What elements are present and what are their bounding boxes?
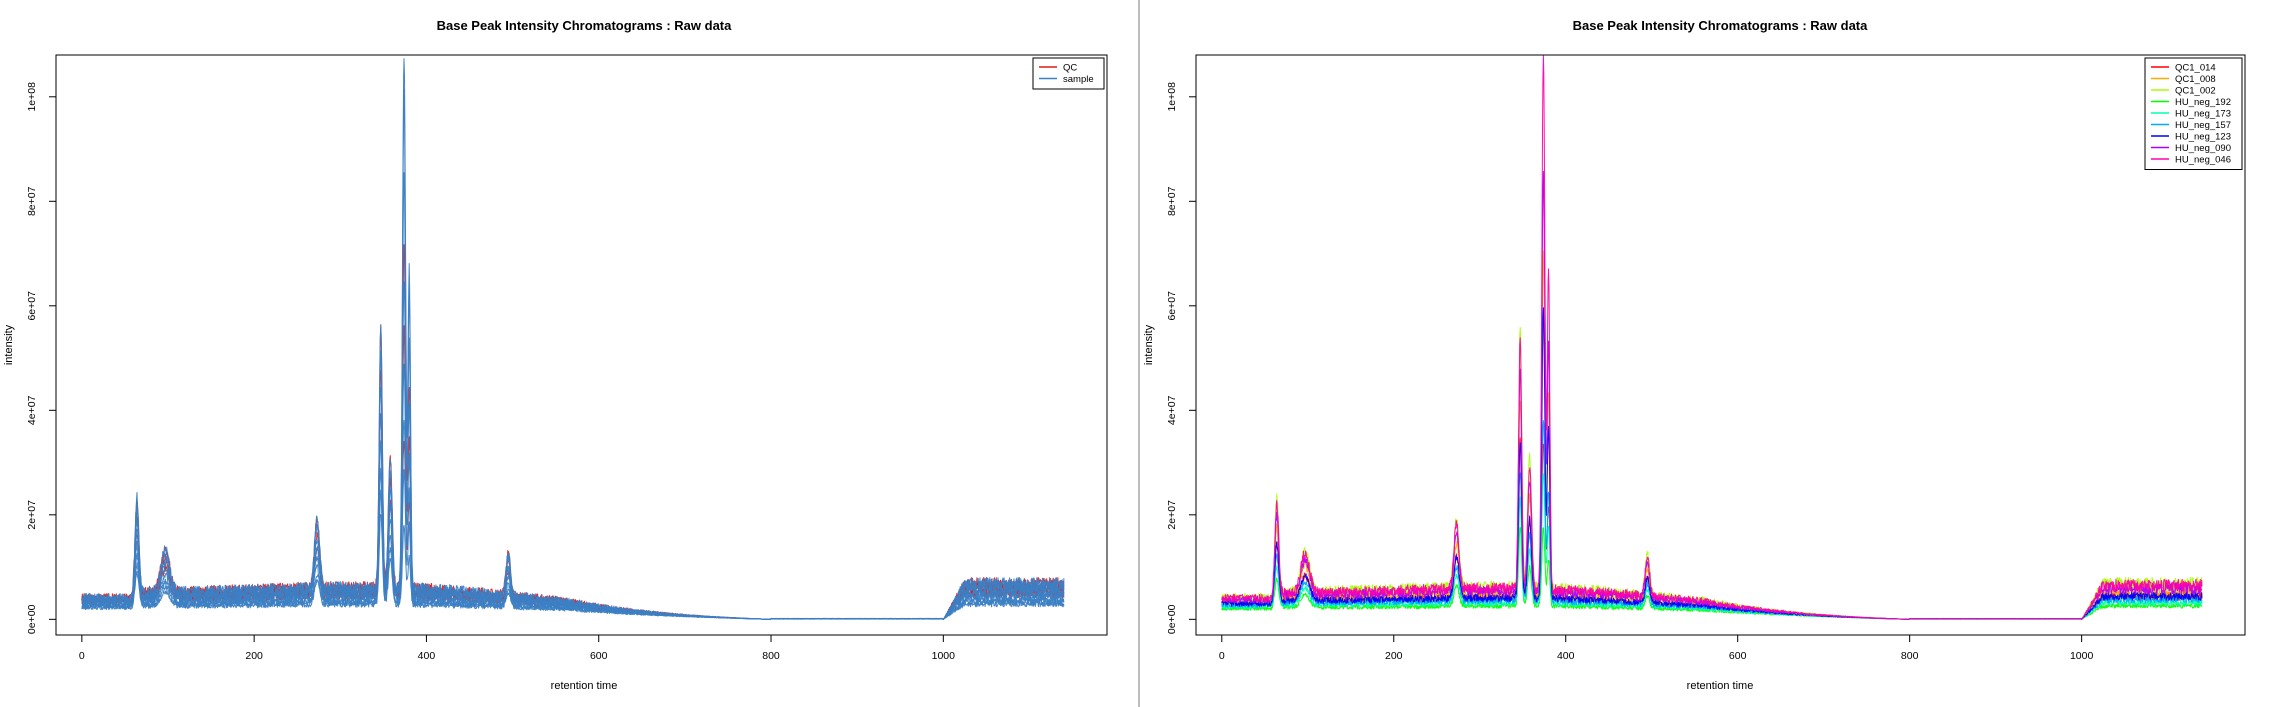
legend-label: HU_neg_157 (2175, 120, 2231, 131)
y-tick-label: 1e+08 (1166, 82, 1178, 112)
y-axis-label: intensity (3, 324, 15, 365)
trace-qc-2 (81, 325, 1065, 620)
y-tick-label: 2e+07 (1166, 500, 1178, 530)
trace-qc1-014-1 (1221, 437, 2203, 620)
trace-hu-neg-123-7 (1221, 307, 2203, 620)
plot-traces (1221, 55, 2203, 620)
x-tick-label: 1000 (2070, 650, 2094, 662)
trace-qc-1 (81, 244, 1065, 620)
trace-sample-5 (81, 88, 1065, 620)
trace-sample-7 (81, 281, 1065, 620)
trace-sample-11 (81, 514, 1065, 620)
x-tick-label: 400 (418, 650, 436, 662)
x-axis-label: retention time (1687, 680, 1754, 692)
legend-box (1032, 57, 1105, 90)
x-tick-label: 800 (762, 650, 780, 662)
y-tick-label: 1e+08 (26, 82, 38, 112)
y-tick-label: 4e+07 (1166, 395, 1178, 425)
chart-panel-2: Base Peak Intensity Chromatograms : Raw … (1143, 18, 2246, 692)
y-tick-label: 0e+00 (26, 604, 38, 634)
x-axis-label: retention time (551, 680, 618, 692)
x-tick-label: 200 (1385, 650, 1403, 662)
trace-sample-6 (81, 172, 1065, 620)
trace-sample-8 (81, 363, 1064, 620)
legend-label: QC1_014 (2175, 63, 2216, 74)
x-tick-label: 1000 (932, 650, 956, 662)
y-tick-label: 8e+07 (26, 186, 38, 216)
legend: QC1_014QC1_008QC1_002HU_neg_192HU_neg_17… (2144, 57, 2243, 170)
trace-sample-4 (81, 58, 1065, 620)
y-tick-label: 6e+07 (26, 291, 38, 321)
y-axis-label: intensity (1143, 324, 1155, 365)
legend-label: HU_neg_123 (2175, 132, 2231, 143)
y-tick-label: 8e+07 (1166, 186, 1178, 216)
y-tick-label: 0e+00 (1166, 604, 1178, 634)
legend-label: QC1_008 (2175, 74, 2216, 85)
x-tick-label: 0 (1219, 650, 1225, 662)
legend-label: HU_neg_090 (2175, 143, 2231, 154)
y-tick-label: 4e+07 (26, 395, 38, 425)
panel-divider (1138, 0, 1140, 707)
x-tick-label: 0 (79, 650, 85, 662)
plot-traces (81, 58, 1065, 620)
legend-label: QC (1063, 63, 1077, 74)
x-tick-label: 800 (1901, 650, 1919, 662)
legend-label: HU_neg_173 (2175, 109, 2231, 120)
x-tick-label: 400 (1557, 650, 1575, 662)
legend-label: QC1_002 (2175, 86, 2216, 97)
trace-hu-neg-090-8 (1221, 170, 2203, 620)
chart-title: Base Peak Intensity Chromatograms : Raw … (1573, 18, 1869, 33)
trace-qc1-008-2 (1221, 250, 2203, 620)
chart-title: Base Peak Intensity Chromatograms : Raw … (437, 18, 733, 33)
plot-frame (55, 54, 1108, 636)
x-tick-label: 600 (590, 650, 608, 662)
legend-label: HU_neg_192 (2175, 97, 2231, 108)
plot-frame (1195, 54, 2246, 636)
chart-panel-1: Base Peak Intensity Chromatograms : Raw … (3, 18, 1108, 692)
trace-qc1-002-3 (1221, 323, 2203, 620)
x-tick-label: 600 (1729, 650, 1747, 662)
x-tick-label: 200 (245, 650, 263, 662)
legend-label: HU_neg_046 (2175, 155, 2231, 166)
trace-hu-neg-046-9 (1221, 55, 2203, 620)
y-tick-label: 6e+07 (1166, 291, 1178, 321)
y-tick-label: 2e+07 (26, 500, 38, 530)
legend-label: sample (1063, 74, 1094, 85)
